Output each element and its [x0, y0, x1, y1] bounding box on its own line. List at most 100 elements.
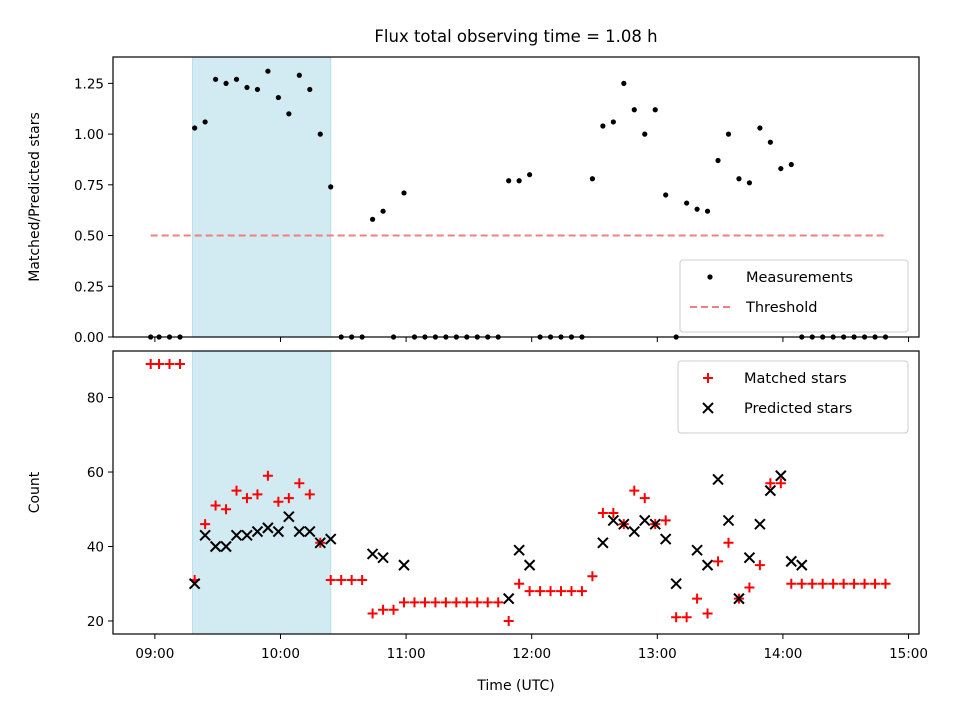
- shaded-interval: [192, 350, 332, 635]
- predicted-star-point: [241, 529, 253, 542]
- y-axis-label: Count: [27, 471, 43, 513]
- matched-star-point: [221, 504, 232, 515]
- matched-star-point: [545, 586, 556, 597]
- measurement-point: [401, 190, 407, 196]
- y-tick-label: 1.25: [74, 76, 104, 92]
- measurement-point: [767, 139, 773, 145]
- legend-predicted-swatch: [702, 402, 714, 414]
- measurement-point: [527, 172, 533, 178]
- predicted-star-point: [366, 548, 379, 560]
- y-tick-label: 60: [87, 465, 104, 481]
- matched-star-point: [775, 478, 786, 489]
- matched-star-point: [639, 493, 650, 504]
- matched-star-point: [692, 593, 703, 604]
- measurement-point: [600, 123, 606, 129]
- predicted-star-point: [209, 540, 222, 553]
- measurement-point: [778, 165, 784, 172]
- predicted-star-point: [649, 518, 661, 530]
- predicted-star-point: [230, 529, 243, 542]
- x-tick-label: 12:00: [512, 646, 551, 662]
- predicted-star-point: [513, 544, 525, 556]
- x-tick-label: 11:00: [387, 646, 426, 662]
- y-tick-label: 0.00: [74, 330, 104, 346]
- measurement-point: [328, 184, 334, 190]
- matched-star-point: [262, 470, 273, 481]
- predicted-star-point: [764, 484, 777, 497]
- measurement-point: [296, 72, 302, 78]
- measurement-point: [254, 86, 261, 93]
- measurement-point: [746, 180, 753, 186]
- predicted-star-point: [251, 525, 264, 538]
- measurement-point: [715, 157, 721, 164]
- measurement-point: [684, 200, 690, 206]
- measurement-point: [380, 208, 386, 214]
- predicted-star-point: [775, 470, 787, 482]
- matched-star-point: [419, 597, 430, 608]
- matched-star-point: [744, 582, 755, 593]
- matched-star-point: [828, 578, 839, 589]
- measurement-point: [610, 119, 616, 125]
- measurement-point: [725, 131, 732, 137]
- x-tick-label: 10:00: [261, 646, 300, 662]
- matched-star-point: [430, 597, 441, 608]
- measurement-point: [265, 68, 271, 74]
- matched-star-point: [461, 597, 472, 608]
- measurement-point: [736, 176, 742, 182]
- predicted-star-point: [325, 533, 337, 545]
- x-tick-label: 14:00: [763, 646, 802, 662]
- matched-star-point: [535, 586, 546, 597]
- matched-star-point: [440, 597, 451, 608]
- measurement-point: [788, 161, 794, 168]
- measurement-point: [317, 131, 323, 137]
- plot-frame: [112, 56, 920, 338]
- matched-star-point: [294, 478, 305, 489]
- measurement-point: [757, 125, 763, 131]
- predicted-star-point: [199, 529, 211, 542]
- matched-star-point: [754, 560, 765, 571]
- matched-star-point: [880, 578, 891, 589]
- matched-star-point: [870, 578, 881, 589]
- matched-star-point: [786, 578, 797, 589]
- plot-frame: [112, 350, 920, 635]
- predicted-star-point: [523, 559, 536, 571]
- matched-star-point: [283, 493, 294, 504]
- predicted-star-point: [597, 537, 609, 549]
- matched-star-point: [514, 578, 525, 589]
- matched-star-point: [241, 493, 252, 504]
- matched-star-point: [629, 485, 640, 496]
- matched-star-point: [576, 586, 587, 597]
- legend-box: [679, 259, 909, 333]
- ratio-panel: 0.00 0.25 0.50 0.75 1.00 1.25 Matched/Predicte…: [27, 56, 920, 346]
- predicted-star-point: [377, 551, 389, 564]
- matched-star-point: [357, 575, 368, 586]
- predicted-star-point: [398, 559, 410, 571]
- x-tick-label: 09:00: [135, 646, 174, 662]
- measurement-point: [275, 94, 281, 101]
- matched-star-point: [859, 578, 870, 589]
- matched-star-point: [796, 578, 807, 589]
- matched-star-point: [849, 578, 860, 589]
- y-tick-label: 0.25: [74, 279, 104, 295]
- y-tick-label: 1.00: [74, 127, 104, 143]
- matched-star-point: [503, 615, 514, 626]
- matched-star-point: [566, 586, 577, 597]
- predicted-star-point: [262, 522, 274, 534]
- predicted-star-point: [272, 525, 285, 538]
- measurement-point: [286, 111, 292, 117]
- matched-star-point: [174, 359, 185, 370]
- matched-star-point: [681, 612, 692, 623]
- measurement-point: [212, 76, 219, 82]
- matched-star-point: [472, 597, 483, 608]
- matched-star-point: [346, 575, 357, 586]
- predicted-star-point: [701, 559, 714, 571]
- predicted-star-point: [722, 514, 735, 527]
- predicted-star-point: [639, 514, 651, 527]
- matched-star-point: [723, 537, 734, 548]
- y-tick-label: 0.50: [74, 229, 104, 245]
- legend-label: Predicted stars: [744, 401, 852, 417]
- predicted-star-point: [691, 544, 703, 556]
- matched-star-point: [660, 515, 671, 526]
- measurement-point: [516, 178, 522, 184]
- predicted-star-point: [743, 551, 756, 564]
- measurement-point: [223, 80, 229, 86]
